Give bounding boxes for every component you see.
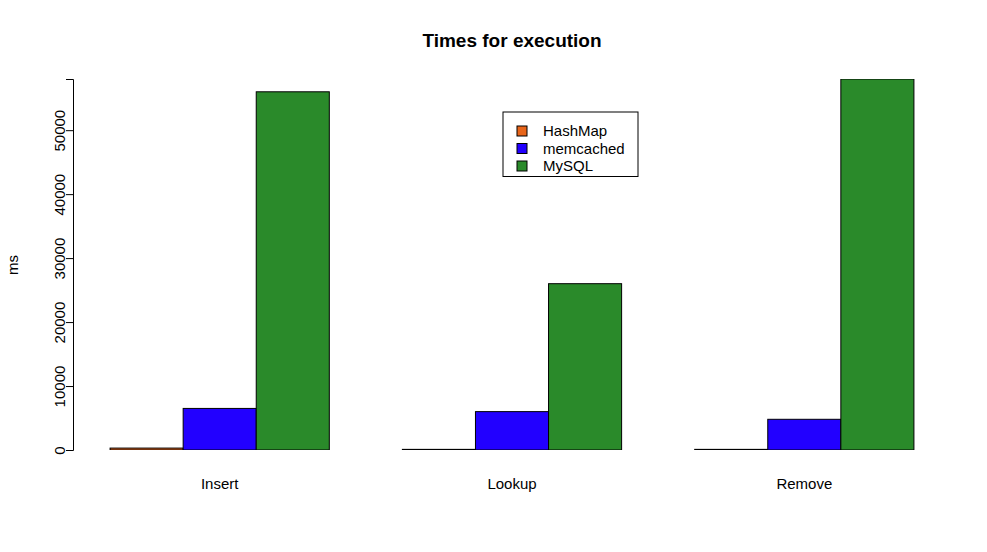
bar <box>183 408 256 450</box>
y-tick: 30000 <box>51 238 73 280</box>
legend-label: HashMap <box>543 122 607 139</box>
y-tick: 0 <box>51 446 73 454</box>
y-tick-label: 30000 <box>51 238 68 280</box>
bar <box>768 419 841 450</box>
y-tick-label: 10000 <box>51 366 68 408</box>
y-tick: 10000 <box>51 366 73 408</box>
y-tick-label: 0 <box>51 446 68 454</box>
bar <box>695 449 768 450</box>
y-tick: 40000 <box>51 174 73 216</box>
legend: HashMapmemcachedMySQL <box>503 112 638 177</box>
legend-swatch <box>517 126 527 136</box>
bar <box>110 448 183 450</box>
chart: Times for execution ms 0 10000 20000 30000 400… <box>0 0 987 552</box>
legend-box <box>503 112 638 177</box>
y-tick: 50000 <box>51 110 73 152</box>
bar <box>256 92 329 450</box>
y-tick-label: 20000 <box>51 302 68 344</box>
title: Times for execution <box>422 30 601 51</box>
bar <box>402 449 475 450</box>
y-tick: 20000 <box>51 302 73 344</box>
y-tick-label: 50000 <box>51 110 68 152</box>
x-tick-label: Insert <box>201 475 239 492</box>
bar <box>841 79 914 450</box>
x-tick-label: Remove <box>776 475 832 492</box>
y-axis: 0 10000 20000 30000 40000 50000 <box>51 80 74 455</box>
legend-swatch <box>517 161 527 171</box>
legend-label: memcached <box>543 140 625 157</box>
legend-swatch <box>517 144 527 154</box>
y-tick-label: 40000 <box>51 174 68 216</box>
y-axis-title: ms <box>4 255 21 275</box>
bar <box>475 412 548 450</box>
bar <box>549 284 622 450</box>
legend-label: MySQL <box>543 157 593 174</box>
x-tick-label: Lookup <box>487 475 536 492</box>
bars <box>110 79 914 450</box>
